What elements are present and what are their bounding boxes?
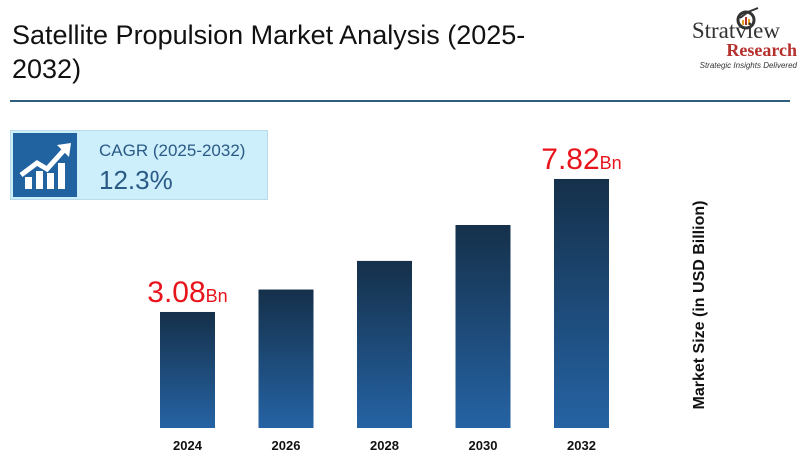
x-tick-label: 2032: [567, 438, 596, 453]
bar-2024: [160, 311, 215, 428]
cagr-value: 12.3%: [99, 165, 173, 195]
cagr-label: CAGR (2025-2032): [99, 141, 246, 160]
data-label: 7.82Bn: [541, 143, 621, 176]
bar-2030: [455, 224, 511, 428]
cagr-box: CAGR (2025-2032) 12.3%: [10, 130, 268, 200]
x-tick-label: 2030: [469, 438, 498, 453]
page-title: Satellite Propulsion Market Analysis (20…: [12, 20, 526, 84]
x-tick-label: 2024: [173, 438, 203, 453]
bar-2028: [357, 260, 412, 428]
x-tick-label: 2026: [272, 438, 301, 453]
divider: [10, 100, 790, 102]
x-tick-label: 2028: [370, 438, 399, 453]
magnifier-logo-icon: [736, 7, 759, 30]
growth-chart-icon: [13, 133, 77, 197]
data-label: 3.08Bn: [147, 276, 227, 309]
bar-2032: [554, 178, 609, 428]
bar-2026: [258, 289, 314, 428]
